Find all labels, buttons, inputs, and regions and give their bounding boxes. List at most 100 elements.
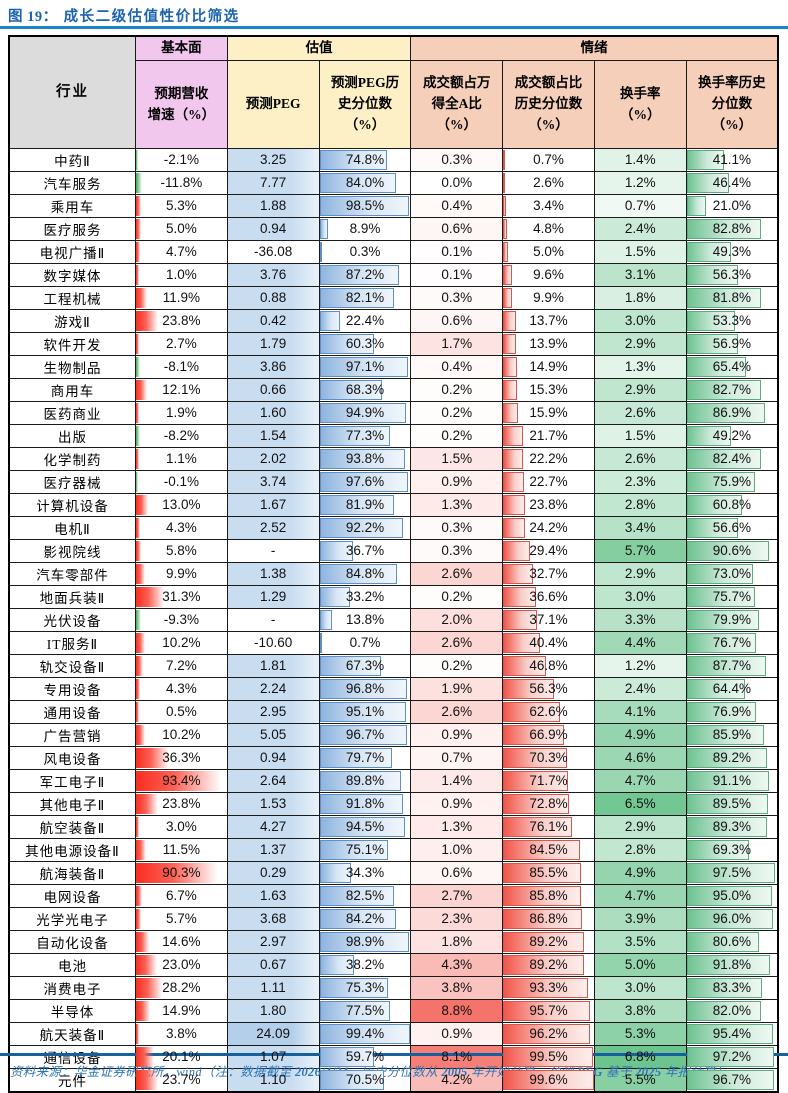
industry-label: 通用设备 <box>8 700 136 724</box>
cell-text: 2.6% <box>441 635 473 650</box>
cell-text: 5.0% <box>533 244 564 259</box>
cell-value: 82.0% <box>685 999 779 1023</box>
peg-fill <box>228 333 319 355</box>
percentile-bar <box>503 587 537 607</box>
cell-value: 0.5% <box>135 700 228 724</box>
peg-fill <box>228 402 319 424</box>
cell-text: 81.8% <box>712 290 751 305</box>
revenue-growth-bar-negative <box>136 426 141 446</box>
cell-text: 87.2% <box>345 267 385 282</box>
cell-text: 1.2% <box>624 175 656 190</box>
percentile-bar <box>503 380 517 400</box>
cell-text: 91.1% <box>712 773 751 788</box>
cell-value: 74.8% <box>318 148 412 172</box>
cell-text: 8.9% <box>349 221 381 236</box>
cell-value: 2.7% <box>135 332 228 356</box>
cell-value: 34.3% <box>318 861 412 885</box>
cell-value: -0.1% <box>135 470 228 494</box>
cell-text: 9.6% <box>533 267 564 282</box>
cell-value: 2.7% <box>410 884 504 908</box>
cell-text: 2.9% <box>624 566 656 581</box>
percentile-bar <box>687 1047 775 1067</box>
cell-value: 56.9% <box>685 332 779 356</box>
cell-value: 67.3% <box>318 654 412 678</box>
percentile-bar <box>687 932 760 952</box>
percentile-bar <box>503 472 524 492</box>
cell-text: 62.6% <box>529 704 568 719</box>
cell-text: 1.8% <box>441 934 473 949</box>
industry-label: 影视院线 <box>8 539 136 563</box>
source-note-segment: 2025 <box>635 1065 662 1079</box>
peg-fill <box>228 448 319 470</box>
cell-text: 70.3% <box>529 750 568 765</box>
cell-value: 4.7% <box>135 240 228 264</box>
cell-value: 93.4% <box>135 769 228 793</box>
revenue-growth-bar-positive <box>136 840 147 860</box>
cell-value: 1.5% <box>593 424 687 448</box>
table-row: 游戏Ⅱ 23.8% 0.42 22.4% 0.6% 13.7% 3.0% 53.3% <box>8 309 779 333</box>
cell-text: 6.5% <box>624 796 656 811</box>
cell-value: 5.5% <box>593 1068 687 1093</box>
cell-text: 1.2% <box>624 658 656 673</box>
table-row: 专用设备 4.3% 2.24 96.8% 1.9% 56.3% 2.4% 64.4% <box>8 677 779 701</box>
cell-text: 2.6% <box>441 704 473 719</box>
industry-label: 航空装备Ⅱ <box>8 815 136 839</box>
industry-label: 其他电源设备Ⅱ <box>8 838 136 862</box>
cell-text: 2.6% <box>533 175 564 190</box>
cell-text: 81.9% <box>345 497 385 512</box>
cell-text: 36.3% <box>162 750 201 765</box>
percentile-bar <box>320 173 396 193</box>
cell-value: 82.8% <box>685 217 779 241</box>
percentile-bar <box>320 242 322 262</box>
industry-label: 工程机械 <box>8 286 136 310</box>
table-row: 出版 -8.2% 1.54 77.3% 0.2% 21.7% 1.5% 49.2% <box>8 424 779 448</box>
cell-text: 1.80 <box>260 1003 287 1018</box>
cell-value: 98.9% <box>318 930 412 954</box>
cell-text: 0.5% <box>166 704 197 719</box>
cell-value: -11.8% <box>135 171 228 195</box>
cell-value: 4.3% <box>135 677 228 701</box>
cell-text: 2.9% <box>624 819 656 834</box>
cell-value: 1.10 <box>226 1068 320 1093</box>
cell-text: 2.97 <box>260 934 287 949</box>
cell-text: 91.8% <box>345 796 385 811</box>
industry-label: 航天装备Ⅱ <box>8 1022 136 1046</box>
cell-text: 0.2% <box>441 382 473 397</box>
cell-text: 71.7% <box>529 773 568 788</box>
peg-fill <box>228 563 319 585</box>
cell-value: 9.9% <box>502 286 595 310</box>
peg-fill <box>228 172 319 194</box>
cell-text: 0.7% <box>533 152 564 167</box>
cell-value: 79.9% <box>685 608 779 632</box>
cell-value: 32.7% <box>502 562 595 586</box>
industry-label: 生物制品 <box>8 355 136 379</box>
cell-value: 9.6% <box>502 263 595 287</box>
percentile-bar <box>320 380 382 400</box>
cell-value: 5.0% <box>593 953 687 977</box>
revenue-growth-bar-positive <box>136 288 147 308</box>
cell-value: 1.81 <box>226 654 320 678</box>
cell-text: 4.8% <box>533 221 564 236</box>
percentile-bar <box>687 610 759 630</box>
cell-text: 5.0% <box>624 957 656 972</box>
cell-value: 1.80 <box>226 999 320 1023</box>
cell-value: 41.1% <box>685 148 779 172</box>
cell-text: 0.66 <box>260 382 287 397</box>
percentile-bar <box>503 725 564 745</box>
cell-text: 6.7% <box>166 888 197 903</box>
revenue-growth-bar-negative <box>136 173 142 193</box>
peg-fill <box>228 310 319 332</box>
cell-value: 4.4% <box>593 631 687 655</box>
percentile-bar <box>503 702 560 722</box>
cell-value: 4.9% <box>593 723 687 747</box>
cell-text: 0.67 <box>260 957 287 972</box>
cell-text: 2.52 <box>260 520 287 535</box>
cell-value: 2.9% <box>593 332 687 356</box>
table-row: 军工电子Ⅱ 93.4% 2.64 89.8% 1.4% 71.7% 4.7% 91.1% <box>8 769 779 793</box>
cell-text: 1.5% <box>624 244 656 259</box>
table-row: 电网设备 6.7% 1.63 82.5% 2.7% 85.8% 4.7% 95.0% <box>8 884 779 908</box>
cell-value: 23.7% <box>135 1068 228 1093</box>
cell-value: 1.07 <box>226 1045 320 1069</box>
cell-value: 2.6% <box>410 700 504 724</box>
peg-fill <box>228 494 319 516</box>
